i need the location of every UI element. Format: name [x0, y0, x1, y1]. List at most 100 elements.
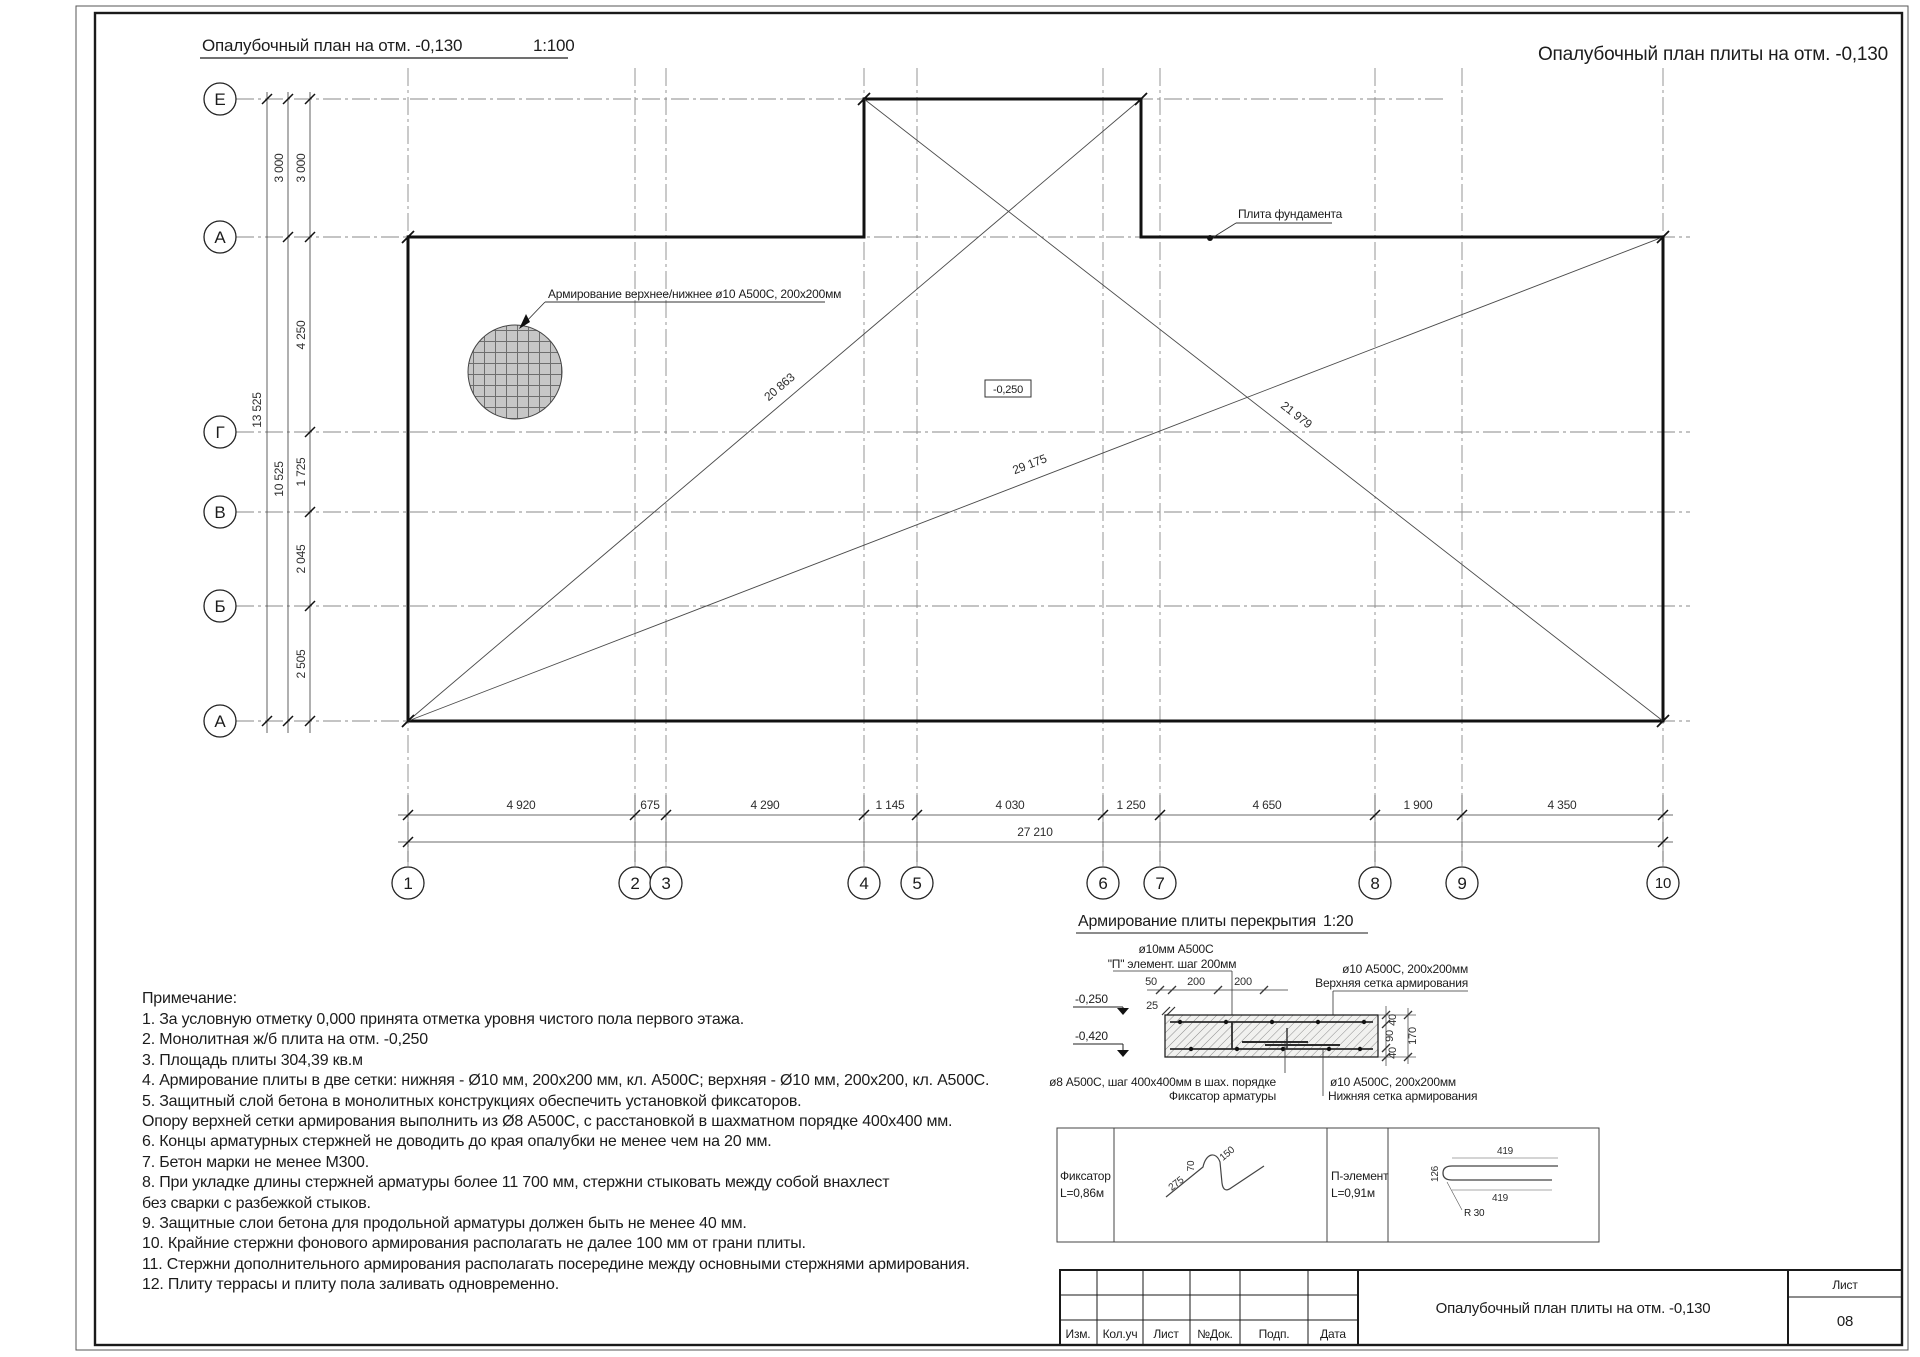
note-line: 8. При укладке длины стержней арматуры б… — [142, 1174, 890, 1191]
detail-botright-label-1: ø10 А500С, 200х200мм — [1330, 1075, 1456, 1089]
note-line: 3. Площадь плиты 304,39 кв.м — [142, 1052, 363, 1069]
grid-lines — [236, 68, 1690, 866]
svg-text:4 290: 4 290 — [750, 798, 780, 812]
bottom-dimension-texts: 4 920 675 4 290 1 145 4 030 1 250 4 650 … — [506, 798, 1577, 839]
svg-text:1 145: 1 145 — [875, 798, 905, 812]
detail-botright-label-2: Нижняя сетка армирования — [1328, 1089, 1477, 1103]
col-axis-9: 9 — [1457, 874, 1466, 893]
note-line: 11. Стержни дополнительного армирования … — [142, 1256, 970, 1273]
col-axis-7: 7 — [1155, 874, 1164, 893]
svg-text:419: 419 — [1492, 1193, 1509, 1204]
svg-text:170: 170 — [1407, 1027, 1419, 1045]
note-line: 9. Защитные слои бетона для продольной а… — [142, 1215, 747, 1232]
section-rebar — [1170, 1019, 1373, 1052]
slab-diagonals — [407, 98, 1664, 722]
svg-text:-0,250: -0,250 — [1075, 992, 1108, 1006]
svg-text:4 250: 4 250 — [294, 320, 308, 350]
note-line: без сварки с разбежкой стыков. — [142, 1195, 371, 1212]
row-axis-E: Е — [214, 90, 225, 109]
detail-topright-label-2: Верхняя сетка армирования — [1315, 976, 1468, 990]
svg-text:3 000: 3 000 — [272, 153, 286, 183]
detail-scale: 1:20 — [1323, 913, 1354, 930]
bottom-witness-lines — [407, 795, 1664, 862]
left-dimension-ticks — [261, 93, 316, 727]
svg-text:150: 150 — [1218, 1144, 1238, 1163]
col-axis-1: 1 — [403, 874, 412, 893]
left-dimension-texts: 13 525 3 000 10 525 3 000 4 250 1 725 2 … — [250, 153, 308, 679]
svg-text:2 045: 2 045 — [294, 544, 308, 574]
note-line: 12. Плиту террасы и плиту пола заливать … — [142, 1276, 559, 1293]
tb-col-data: Дата — [1320, 1327, 1346, 1341]
svg-text:40: 40 — [1387, 1047, 1399, 1059]
col-axis-3: 3 — [661, 874, 670, 893]
p-element-length: L=0,91м — [1331, 1186, 1375, 1200]
tb-sheet-number: 08 — [1837, 1313, 1853, 1330]
note-line: 1. За условную отметку 0,000 принята отм… — [142, 1011, 744, 1028]
row-axis-A-bottom: А — [214, 712, 226, 731]
plan-header: Опалубочный план на отм. -0,130 1:100 — [200, 36, 575, 59]
plan-title: Опалубочный план на отм. -0,130 — [202, 36, 462, 55]
reinforcement-mesh-symbol: Армирование верхнее/нижнее ø10 А500С, 20… — [467, 287, 841, 420]
reinforcement-callout: Армирование верхнее/нижнее ø10 А500С, 20… — [548, 287, 841, 301]
svg-text:4 350: 4 350 — [1547, 798, 1577, 812]
svg-text:2 505: 2 505 — [294, 649, 308, 679]
col-axis-5: 5 — [912, 874, 921, 893]
tb-title: Опалубочный план плиты на отм. -0,130 — [1436, 1300, 1711, 1317]
row-axis-A-top: А — [214, 228, 226, 247]
row-axis-G: Г — [215, 423, 224, 442]
svg-text:126: 126 — [1430, 1165, 1441, 1182]
sheet-frame — [75, 5, 1909, 1351]
svg-text:200: 200 — [1187, 976, 1205, 988]
svg-text:13 525: 13 525 — [250, 392, 264, 428]
svg-text:1 725: 1 725 — [294, 457, 308, 487]
svg-text:70: 70 — [1186, 1160, 1197, 1171]
tb-sheet-label: Лист — [1832, 1278, 1858, 1292]
note-line: 4. Армирование плиты в две сетки: нижняя… — [142, 1072, 989, 1089]
detail-offset-dim: 25 — [1146, 1000, 1158, 1012]
svg-text:1 900: 1 900 — [1403, 798, 1433, 812]
col-axis-bubbles: 1 2 3 4 5 6 7 8 9 10 — [391, 866, 1680, 900]
svg-text:275: 275 — [1167, 1174, 1187, 1193]
col-axis-8: 8 — [1370, 874, 1379, 893]
notes-heading: Примечание: — [142, 990, 237, 1007]
svg-text:4 650: 4 650 — [1252, 798, 1282, 812]
slab-outline — [406, 97, 1665, 723]
svg-text:-0,420: -0,420 — [1075, 1029, 1108, 1043]
detail-right-dims: 40 90 40 170 — [1378, 1006, 1419, 1066]
row-axis-V: В — [214, 503, 225, 522]
svg-text:200: 200 — [1234, 976, 1252, 988]
bottom-dimension-lines — [398, 814, 1673, 843]
detail-topright-label-1: ø10 А500С, 200х200мм — [1342, 962, 1468, 976]
fixator-name: Фиксатор — [1060, 1169, 1111, 1183]
svg-text:40: 40 — [1387, 1014, 1399, 1026]
slab-level-mark: -0,250 — [984, 379, 1032, 398]
svg-text:4 030: 4 030 — [995, 798, 1025, 812]
note-line: 5. Защитный слой бетона в монолитных кон… — [142, 1093, 801, 1110]
row-axis-B: Б — [215, 597, 226, 616]
svg-text:3 000: 3 000 — [294, 153, 308, 183]
notes-block: Примечание: 1. За условную отметку 0,000… — [142, 990, 989, 1293]
note-line: 2. Монолитная ж/б плита на отм. -0,250 — [142, 1031, 428, 1048]
detail-top-label-2: "П" элемент. шаг 200мм — [1108, 957, 1237, 971]
fixator-length: L=0,86м — [1060, 1186, 1104, 1200]
svg-text:419: 419 — [1497, 1146, 1514, 1157]
svg-text:10 525: 10 525 — [272, 461, 286, 497]
detail-botleft-label-1: ø8 А500С, шаг 400х400мм в шах. порядке — [1049, 1075, 1276, 1089]
svg-text:50: 50 — [1145, 976, 1157, 988]
col-axis-2: 2 — [630, 874, 639, 893]
note-line: 6. Концы арматурных стержней не доводить… — [142, 1133, 772, 1150]
left-dimension-chains — [266, 92, 311, 733]
note-line: Опору верхней сетки армирования выполнит… — [142, 1113, 952, 1130]
sheet-header-title: Опалубочный план плиты на отм. -0,130 — [1538, 44, 1888, 65]
plan-scale: 1:100 — [533, 36, 575, 55]
col-axis-6: 6 — [1098, 874, 1107, 893]
note-line: 7. Бетон марки не менее М300. — [142, 1154, 369, 1171]
detail-section: Армирование плиты перекрытия 1:20 ø10мм … — [1049, 913, 1477, 1103]
note-line: 10. Крайние стержни фонового армирования… — [142, 1235, 806, 1252]
tb-col-izm: Изм. — [1066, 1327, 1091, 1341]
svg-text:4 920: 4 920 — [506, 798, 536, 812]
diagonal-dim-2: 29 175 — [1010, 451, 1049, 477]
detail-level-marks: -0,250 -0,420 — [1073, 992, 1129, 1057]
